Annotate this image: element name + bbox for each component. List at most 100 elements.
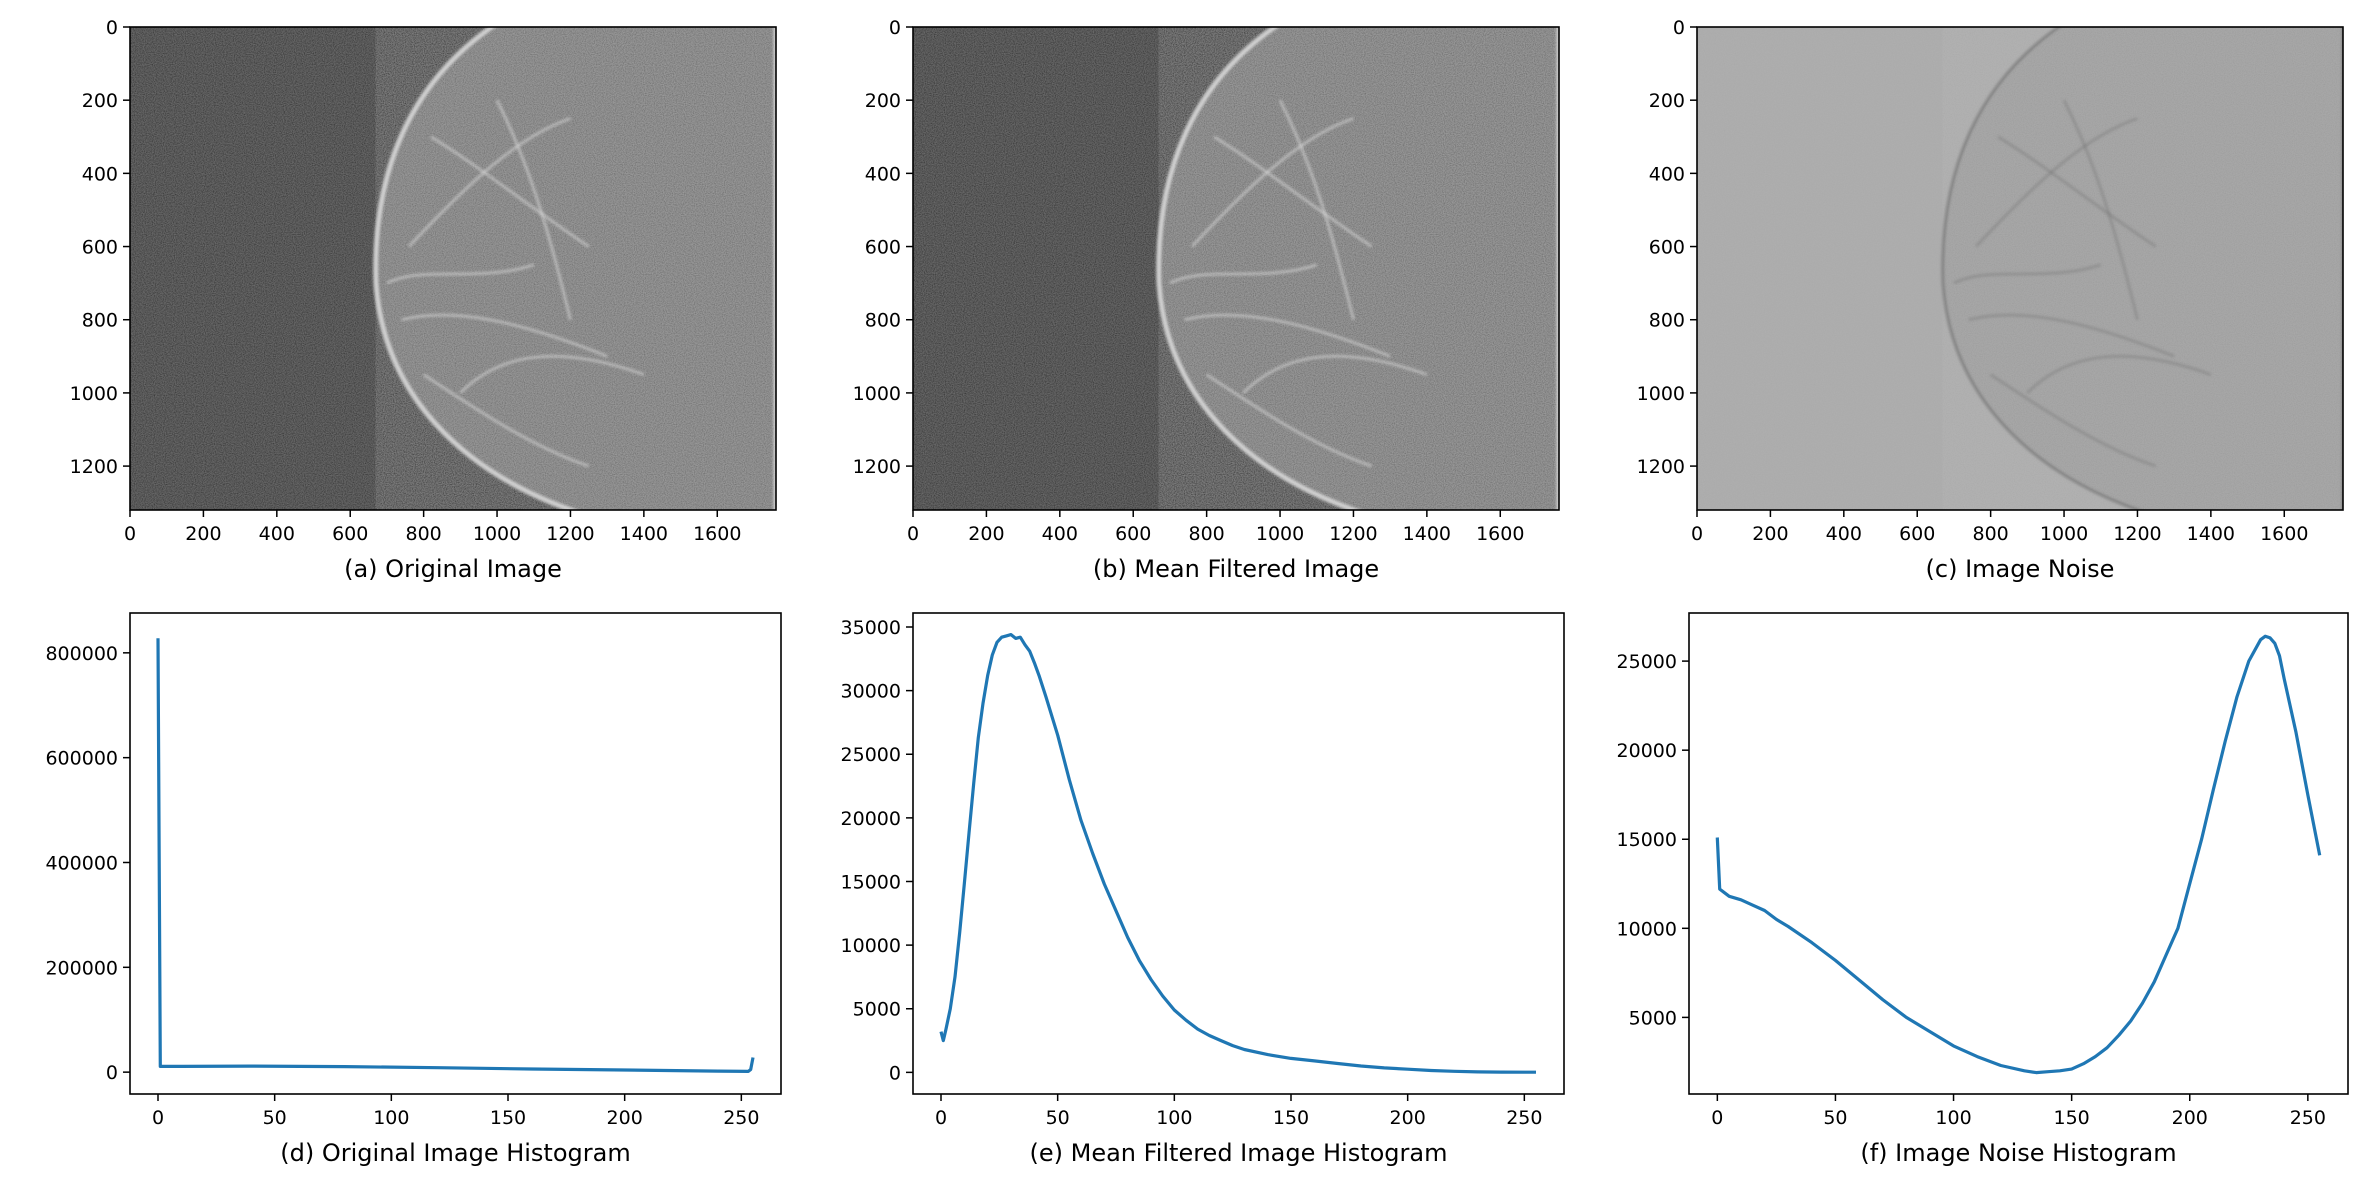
y-tick-label: 400000 [45,852,118,874]
y-tick-label: 20000 [1617,740,1677,762]
y-tick-label: 20000 [841,808,901,830]
y-tick-label: 200 [82,90,118,112]
y-tick-label: 800 [1649,310,1685,332]
y-tick-label: 0 [889,1062,901,1084]
x-tick-label: 250 [1506,1107,1542,1129]
x-tick-label: 600 [1899,523,1935,545]
y-tick-label: 0 [889,17,901,39]
panel-caption-c: (c) Image Noise [1926,555,2115,583]
x-tick-label: 100 [1156,1107,1192,1129]
x-tick-label: 150 [2054,1107,2090,1129]
x-tick-label: 50 [263,1107,287,1129]
panel-f: 0 50 100 150 200 250 5000 10000 15000 20000 25000 (… [1617,612,2349,1167]
x-tick-label: 0 [152,1107,164,1129]
panel-caption-e: (e) Mean Filtered Image Histogram [1030,1139,1448,1167]
y-tick-label: 5000 [1629,1007,1677,1029]
panel-a: 0 200 400 600 800 1000 1200 1400 1600 0 200 400 600 8… [70,17,777,583]
x-tick-label: 1400 [2187,523,2235,545]
y-tick-label: 400 [865,163,901,185]
panel-d: 0 50 100 150 200 250 0 200000 400000 600000 800000… [45,612,782,1167]
y-tick-label: 25000 [1617,651,1677,673]
y-tick-label: 1000 [70,383,118,405]
panel-caption-a: (a) Original Image [344,555,562,583]
series-line-f [1715,634,2322,1075]
x-tick-label: 800 [1189,523,1225,545]
x-tick-label: 600 [332,523,368,545]
x-tick-label: 50 [1046,1107,1070,1129]
y-tick-label: 5000 [853,999,901,1021]
panel-b: 0 200 400 600 800 1000 1200 1400 1600 0 200 400 600 8… [853,17,1560,583]
axes-frame-a [129,26,777,511]
panel-c: 0 200 400 600 800 1000 1200 1400 1600 0 200 400 600 8… [1637,17,2344,583]
axes-frame-b [912,26,1560,511]
x-tick-label: 400 [1826,523,1862,545]
radiograph-c [1697,27,2343,510]
y-tick-label: 10000 [841,935,901,957]
x-tick-label: 0 [1711,1107,1723,1129]
y-tick-label: 400 [82,163,118,185]
x-tick-label: 200 [185,523,221,545]
x-tick-label: 200 [1752,523,1788,545]
series-line-d [156,638,755,1074]
x-tick-label: 100 [1935,1107,1971,1129]
x-tick-label: 1200 [1329,523,1377,545]
y-tick-label: 800 [82,310,118,332]
y-tick-label: 0 [106,17,118,39]
x-tick-label: 1000 [473,523,521,545]
axes-frame-d [129,612,782,1095]
y-tick-label: 200 [865,90,901,112]
x-tick-label: 600 [1115,523,1151,545]
x-tick-label: 400 [259,523,295,545]
y-tick-label: 400 [1649,163,1685,185]
y-tick-label: 800 [865,310,901,332]
y-tick-label: 600 [1649,237,1685,259]
y-tick-label: 200 [1649,90,1685,112]
y-tick-label: 0 [1673,17,1685,39]
x-tick-label: 200 [2172,1107,2208,1129]
axes-frame-c [1696,26,2344,511]
series-line-e [939,632,1537,1074]
x-tick-label: 800 [406,523,442,545]
radiograph-a [130,27,776,510]
x-tick-label: 150 [1273,1107,1309,1129]
x-tick-label: 200 [1390,1107,1426,1129]
axes-frame-e [912,612,1565,1095]
y-tick-label: 1200 [1637,456,1685,478]
y-tick-label: 1200 [70,456,118,478]
x-tick-label: 50 [1823,1107,1847,1129]
y-tick-label: 30000 [841,681,901,703]
radiograph-b [913,27,1559,510]
x-tick-label: 250 [723,1107,759,1129]
x-tick-label: 150 [490,1107,526,1129]
x-tick-label: 1600 [1476,523,1524,545]
y-tick-label: 600 [865,237,901,259]
y-tick-label: 1000 [853,383,901,405]
y-tick-label: 10000 [1617,918,1677,940]
x-tick-label: 0 [935,1107,947,1129]
panel-caption-f: (f) Image Noise Histogram [1860,1139,2176,1167]
x-tick-label: 1000 [1256,523,1304,545]
y-tick-label: 1000 [1637,383,1685,405]
x-tick-label: 400 [1042,523,1078,545]
x-tick-label: 1600 [2260,523,2308,545]
panel-caption-d: (d) Original Image Histogram [280,1139,630,1167]
x-tick-label: 0 [907,523,919,545]
x-tick-label: 1200 [546,523,594,545]
y-tick-label: 600 [82,237,118,259]
x-tick-label: 250 [2290,1107,2326,1129]
x-tick-label: 0 [1691,523,1703,545]
x-tick-label: 1600 [693,523,741,545]
x-tick-label: 100 [373,1107,409,1129]
axes-frame-f [1688,612,2349,1095]
panel-e: 0 50 100 150 200 250 0 5000 10000 15000 20000 25000… [841,612,1565,1167]
y-tick-label: 35000 [841,617,901,639]
x-tick-label: 0 [124,523,136,545]
x-tick-label: 1200 [2113,523,2161,545]
y-tick-label: 600000 [45,748,118,770]
x-tick-label: 800 [1973,523,2009,545]
y-tick-label: 1200 [853,456,901,478]
y-tick-label: 800000 [45,643,118,665]
x-tick-label: 200 [607,1107,643,1129]
y-tick-label: 0 [106,1062,118,1084]
